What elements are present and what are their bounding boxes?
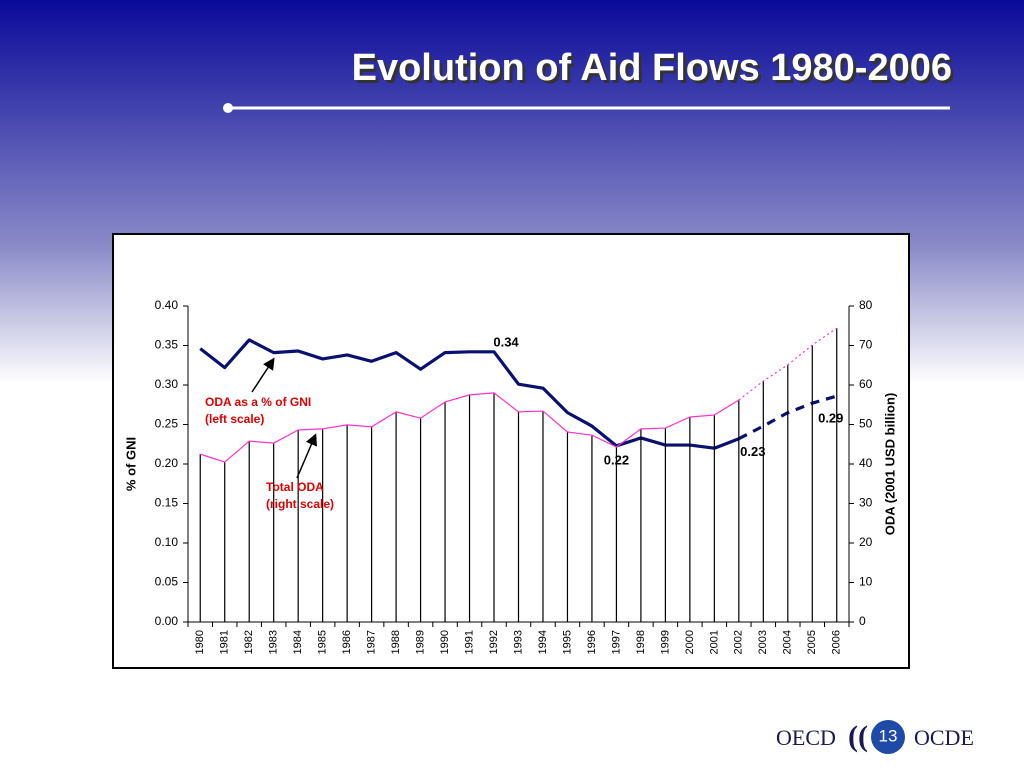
x-tick-label: 1980 xyxy=(194,630,206,654)
bar xyxy=(566,432,569,622)
y2-tick-label: 30 xyxy=(859,496,873,510)
arrow xyxy=(251,357,275,393)
x-tick-label: 1996 xyxy=(586,630,598,654)
x-tick-label: 2006 xyxy=(831,630,843,654)
data-label: 0.29 xyxy=(818,410,843,425)
y2-tick-label: 40 xyxy=(859,456,873,470)
y2-tick-label: 50 xyxy=(859,417,873,431)
data-label: 0.23 xyxy=(740,444,765,459)
y2-tick-label: 20 xyxy=(859,535,873,549)
arrow xyxy=(296,433,317,479)
y-tick-label: 0.10 xyxy=(155,535,179,549)
x-tick-label: 1984 xyxy=(292,630,304,654)
y2-tick-label: 80 xyxy=(859,298,873,312)
annotation: ODA as a % of GNI xyxy=(205,395,311,409)
title-shadow: Evolution of Aid Flows 1980-2006 xyxy=(355,50,955,92)
x-tick-label: 1985 xyxy=(317,630,329,654)
bar xyxy=(444,401,446,622)
title: Evolution of Aid Flows 1980-2006 xyxy=(352,47,952,89)
bar xyxy=(395,411,397,622)
bar xyxy=(224,462,226,622)
y2-tick-label: 70 xyxy=(859,338,873,352)
bar xyxy=(762,381,764,622)
y-tick-label: 0.35 xyxy=(155,338,179,352)
bar xyxy=(468,394,471,622)
bar xyxy=(664,428,666,622)
bar xyxy=(346,424,348,622)
bar xyxy=(199,454,201,622)
x-tick-label: 1988 xyxy=(390,630,402,654)
x-tick-label: 1994 xyxy=(537,630,549,654)
annotation: Total ODA xyxy=(266,480,324,494)
x-tick-label: 1991 xyxy=(463,630,475,654)
x-tick-label: 1992 xyxy=(488,630,500,654)
bar xyxy=(542,411,544,622)
x-tick-label: 1999 xyxy=(659,630,671,654)
bar xyxy=(248,441,250,622)
line xyxy=(199,338,740,450)
bar xyxy=(615,447,618,622)
y-tick-label: 0.25 xyxy=(155,417,179,431)
x-tick-label: 1990 xyxy=(439,630,451,654)
y2-tick-label: 10 xyxy=(859,575,873,589)
bar xyxy=(419,418,422,622)
x-tick-label: 1997 xyxy=(610,630,622,654)
page-number: 13 xyxy=(879,726,898,745)
y-tick-label: 0.30 xyxy=(155,377,179,391)
bar xyxy=(297,430,299,622)
bar xyxy=(787,364,789,622)
x-tick-label: 1995 xyxy=(561,630,573,654)
bar xyxy=(738,400,740,622)
bar xyxy=(591,435,593,622)
x-tick-label: 2000 xyxy=(684,630,696,654)
footer-right: OCDE xyxy=(914,725,974,750)
line-projection xyxy=(738,327,838,401)
x-tick-label: 2005 xyxy=(806,630,818,654)
y-tick-label: 0.15 xyxy=(155,496,179,510)
x-tick-label: 1998 xyxy=(635,630,647,654)
y2-tick-label: 60 xyxy=(859,377,873,391)
logo-mark: (( xyxy=(848,720,868,753)
data-label: 0.34 xyxy=(493,334,519,349)
plot: 0.00 0.05 0.10 0.15 0.20 0.25 0.30 0.35 0.40 0 10 2… xyxy=(123,298,897,654)
footer-left: OECD xyxy=(776,725,836,750)
y-axis-label: % of GNI xyxy=(123,437,138,491)
bar xyxy=(517,411,520,622)
y-tick-label: 0.20 xyxy=(155,456,179,470)
y-tick-label: 0.40 xyxy=(155,298,179,312)
y2-axis-label: ODA (2001 USD billion) xyxy=(882,393,897,536)
x-tick-label: 2003 xyxy=(757,630,769,654)
line xyxy=(200,392,740,463)
x-tick-label: 2002 xyxy=(733,630,745,654)
bar xyxy=(689,416,691,622)
x-tick-label: 1981 xyxy=(219,630,231,654)
x-tick-label: 1983 xyxy=(268,630,280,654)
chart-frame xyxy=(112,233,910,669)
x-tick-label: 1989 xyxy=(414,630,426,654)
bar xyxy=(640,428,642,622)
x-tick-label: 2004 xyxy=(782,630,794,654)
y2-tick-label: 0 xyxy=(859,614,866,628)
x-tick-label: 1982 xyxy=(243,630,255,654)
bar xyxy=(322,428,324,622)
annotation: (right scale) xyxy=(266,497,334,511)
title-rule-dot xyxy=(223,103,233,113)
x-tick-label: 2001 xyxy=(708,630,720,654)
page-badge xyxy=(871,720,905,754)
x-tick-label: 1986 xyxy=(341,630,353,654)
y-tick-label: 0.00 xyxy=(155,614,179,628)
annotation: (left scale) xyxy=(205,412,264,426)
bar xyxy=(713,415,715,622)
bar xyxy=(836,328,838,622)
y-tick-label: 0.05 xyxy=(155,575,179,589)
bar xyxy=(493,392,495,622)
x-tick-label: 1987 xyxy=(366,630,378,654)
bar xyxy=(811,345,813,622)
bar xyxy=(273,443,275,622)
x-tick-label: 1993 xyxy=(512,630,524,654)
bar xyxy=(371,426,373,622)
